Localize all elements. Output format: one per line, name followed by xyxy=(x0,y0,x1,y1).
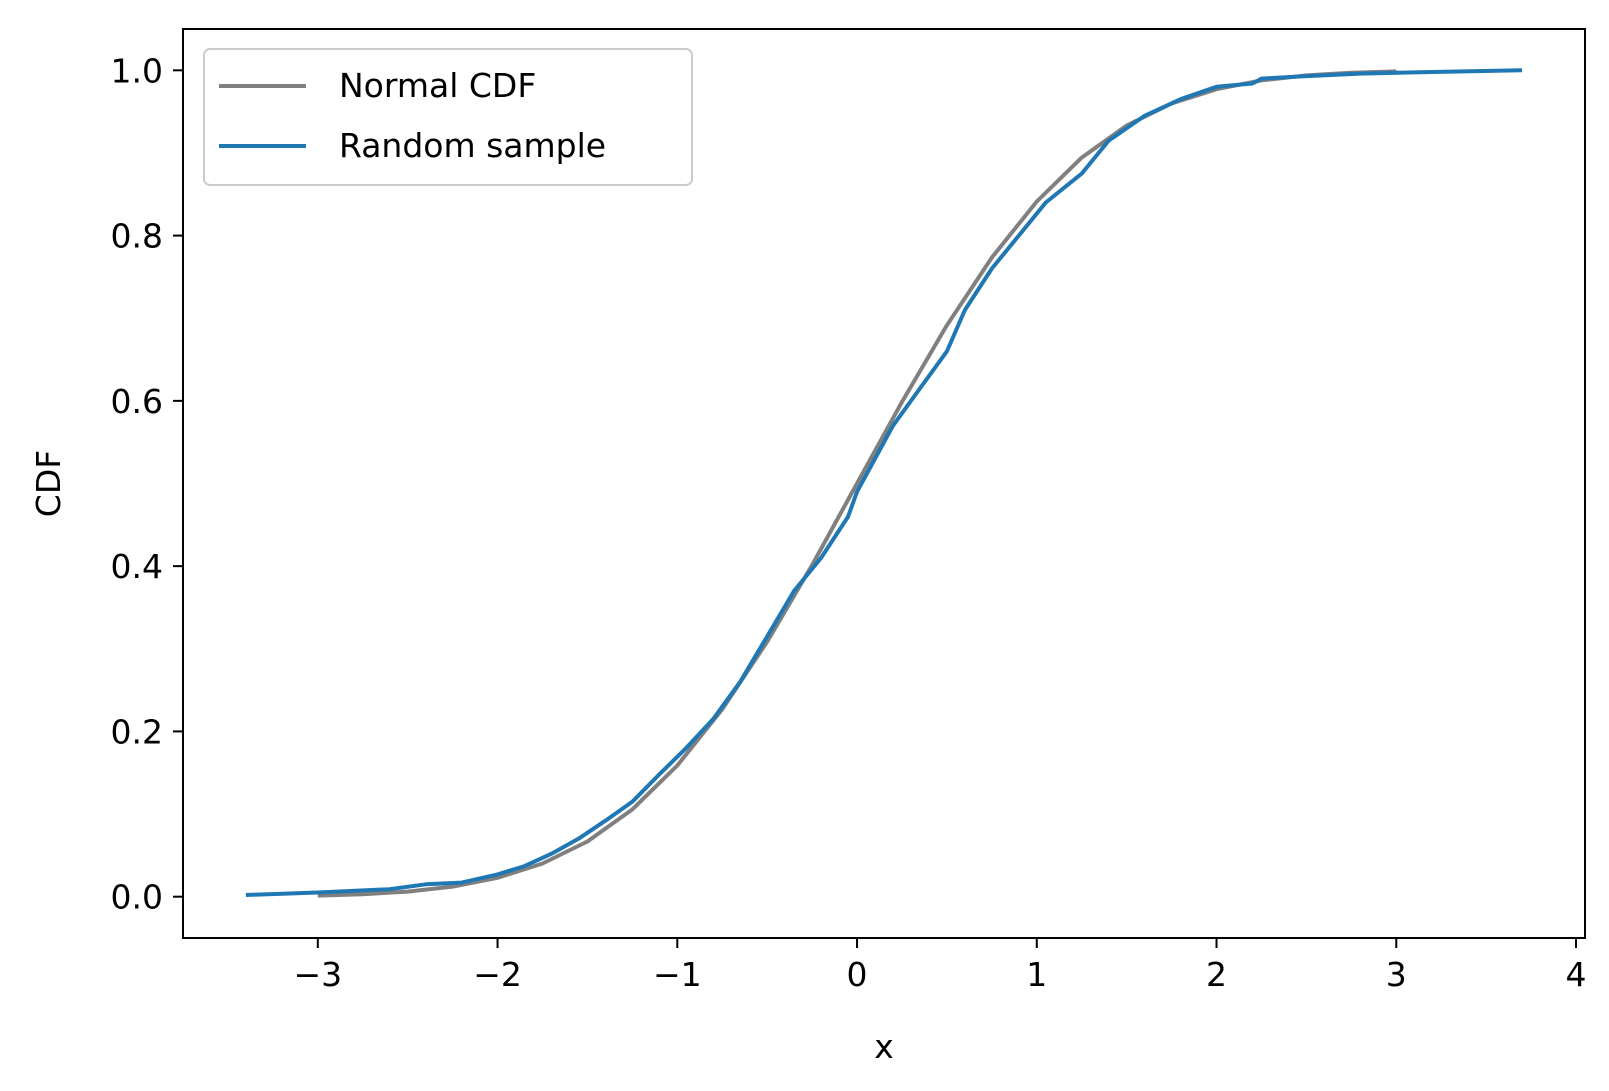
x-tick-label: −3 xyxy=(293,955,342,994)
x-tick-label: −2 xyxy=(473,955,522,994)
legend-box xyxy=(203,48,693,186)
y-tick-label: 0.4 xyxy=(111,547,163,586)
legend-entry-label: Random sample xyxy=(339,126,606,165)
x-axis-ticks: −3 −2 −1 0 1 2 3 4 xyxy=(293,938,1587,994)
y-tick-label: 1.0 xyxy=(111,51,163,90)
plot-area-frame xyxy=(182,28,1586,939)
y-axis-ticks: 0.0 0.2 0.4 0.6 0.8 1.0 xyxy=(111,51,183,917)
series-line-normal-cdf xyxy=(317,69,1397,898)
y-tick-label: 0.0 xyxy=(111,878,163,917)
x-tick-label: −1 xyxy=(653,955,702,994)
series-layer xyxy=(245,68,1523,898)
legend: Normal CDF Random sample xyxy=(203,48,693,186)
series-line-random-sample xyxy=(245,68,1523,897)
y-tick-label: 0.6 xyxy=(111,382,163,421)
x-tick-label: 0 xyxy=(847,955,868,994)
x-tick-label: 2 xyxy=(1206,955,1227,994)
y-axis-label: CDF xyxy=(29,450,68,517)
x-tick-label: 1 xyxy=(1026,955,1047,994)
x-tick-label: 4 xyxy=(1566,955,1587,994)
x-axis-label: x xyxy=(874,1027,894,1066)
legend-entry-label: Normal CDF xyxy=(339,66,536,105)
y-tick-label: 0.8 xyxy=(111,217,163,256)
x-tick-label: 3 xyxy=(1386,955,1407,994)
y-tick-label: 0.2 xyxy=(111,712,163,751)
